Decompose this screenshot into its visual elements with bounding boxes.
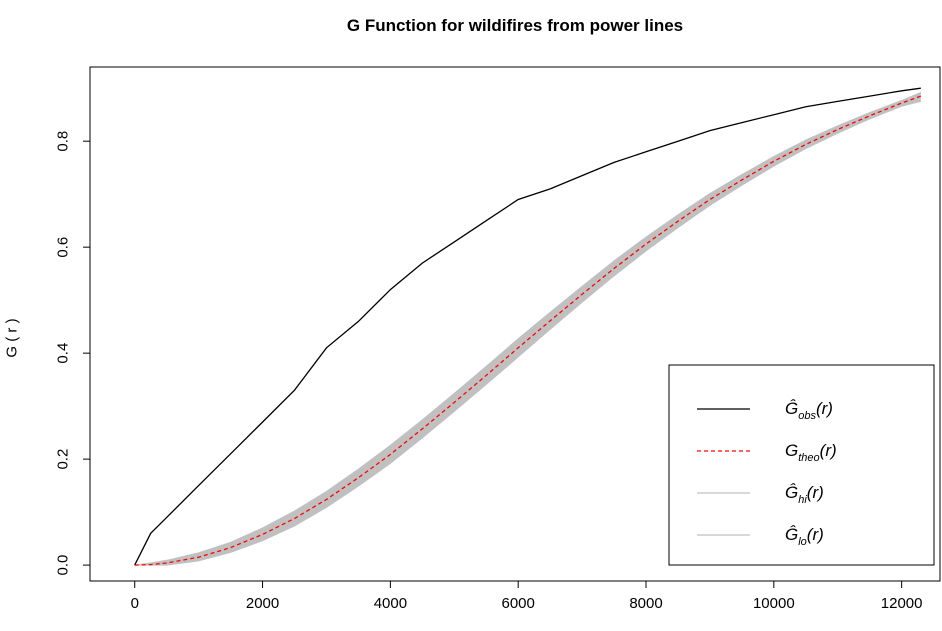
y-axis: 0.0 0.2 0.4 0.6 0.8: [55, 131, 91, 576]
y-tick-label: 0.4: [55, 343, 72, 364]
y-axis-label: G ( r ): [4, 318, 21, 357]
y-tick-label: 0.0: [55, 555, 72, 576]
x-tick-label: 12000: [881, 595, 923, 612]
y-tick-label: 0.8: [55, 131, 72, 152]
x-tick-label: 8000: [629, 595, 662, 612]
x-tick-label: 0: [131, 595, 139, 612]
line-layer: [134, 87, 922, 566]
series-line-obs: [134, 87, 921, 566]
x-tick-label: 2000: [246, 595, 279, 612]
x-tick-label: 10000: [753, 595, 795, 612]
legend-box: [668, 364, 935, 566]
x-axis: 0 2000 4000 6000 8000 10000 12000: [131, 580, 923, 612]
series-line-hi: [134, 91, 921, 566]
x-tick-label: 4000: [374, 595, 407, 612]
legend-label: Ĝhi(r): [785, 483, 824, 506]
chart-title: G Function for wildifires from power lin…: [347, 16, 683, 35]
envelope-band-layer: [134, 91, 921, 566]
series-line-theo: [134, 95, 922, 566]
x-tick-label: 6000: [502, 595, 535, 612]
y-tick-label: 0.2: [55, 449, 72, 470]
legend-label: Gtheo(r): [785, 441, 837, 464]
series-line-lo: [134, 100, 921, 566]
legend-label: Ĝobs(r): [785, 399, 833, 422]
y-tick-label: 0.6: [55, 237, 72, 258]
legend-label: Ĝlo(r): [785, 525, 824, 548]
legend: Ĝobs(r) Gtheo(r) Ĝhi(r) Ĝlo(r): [668, 364, 935, 566]
